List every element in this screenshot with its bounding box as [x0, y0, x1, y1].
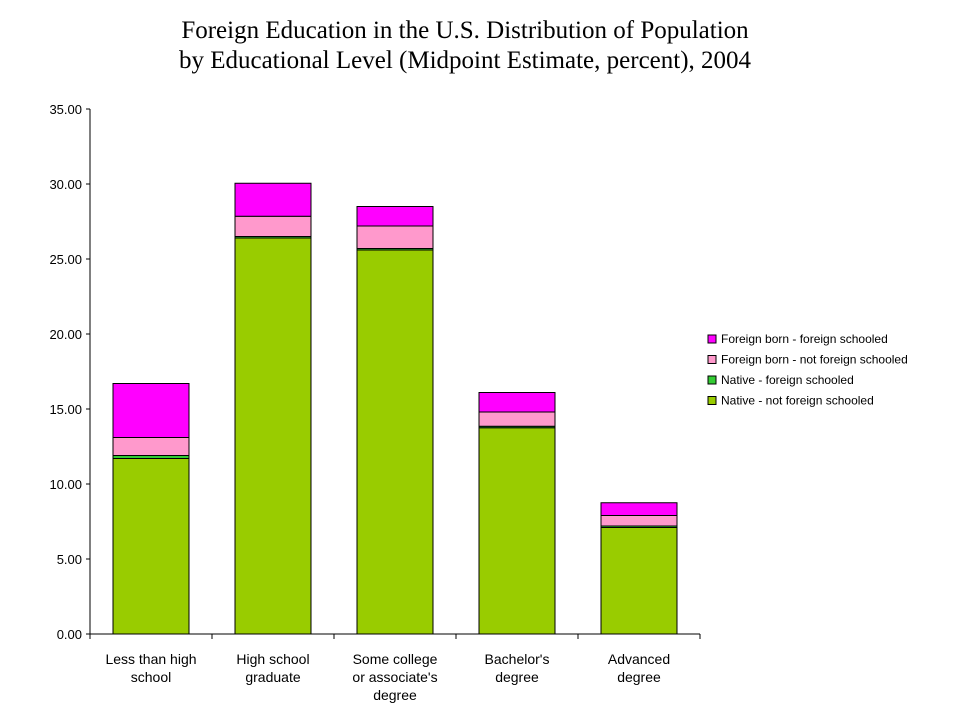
bar-segment	[600, 527, 678, 635]
x-category-label-line: degree	[617, 669, 661, 685]
legend-label: Native - foreign schooled	[721, 373, 854, 387]
bar-segment	[234, 182, 312, 217]
y-tick-label: 10.00	[49, 477, 82, 492]
bar-segment	[234, 215, 312, 237]
legend-label: Foreign born - foreign schooled	[721, 332, 888, 346]
bar-segment	[600, 502, 678, 516]
chart-title-line-2: by Educational Level (Midpoint Estimate,…	[178, 47, 752, 74]
y-tick-label: 30.00	[49, 177, 82, 192]
x-category-label-line: school	[131, 669, 171, 685]
x-category-label-line: Some college	[353, 651, 438, 667]
bar-segment	[234, 237, 312, 635]
x-category-label-line: Advanced	[608, 651, 670, 667]
y-tick-label: 15.00	[49, 402, 82, 417]
legend-swatch	[707, 375, 717, 385]
x-category-label-line: degree	[495, 669, 539, 685]
bar-segment	[478, 392, 556, 413]
legend-swatch	[707, 396, 717, 405]
x-category-label: Bachelor's degree	[485, 651, 550, 685]
x-category-label-line: degree	[373, 687, 417, 703]
x-category-label-line: graduate	[245, 669, 300, 685]
x-category-label-line: or associate's	[352, 669, 437, 685]
bar-segment	[112, 458, 190, 635]
chart-title: Foreign Education in the U.S. Distributi…	[0, 16, 930, 76]
x-category-label: Less than high school	[105, 651, 196, 685]
y-tick-label: 35.00	[49, 102, 82, 117]
bar-segment	[356, 206, 434, 227]
y-tick-label: 25.00	[49, 252, 82, 267]
legend-swatch	[707, 334, 717, 344]
bar-segment	[112, 383, 190, 438]
x-category-label: Advanced degree	[608, 651, 670, 685]
bar-segment	[112, 437, 190, 456]
legend-label: Foreign born - not foreign schooled	[721, 353, 908, 367]
chart-title-line-1: Foreign Education in the U.S. Distributi…	[181, 17, 749, 44]
bar-segment	[478, 411, 556, 427]
x-category-label: Some college or associate's degree	[352, 651, 437, 703]
bar-segment	[478, 427, 556, 635]
bar-segment	[600, 515, 678, 527]
legend-swatch	[707, 355, 717, 364]
y-tick-label: 5.00	[57, 552, 82, 567]
x-category-label-line: Less than high	[105, 651, 196, 667]
y-tick-label: 20.00	[49, 327, 82, 342]
bar-segment	[356, 249, 434, 635]
legend-label: Native - not foreign schooled	[721, 394, 874, 408]
x-category-label-line: High school	[236, 651, 309, 667]
y-tick-label: 0.00	[57, 627, 82, 642]
x-category-label-line: Bachelor's	[485, 651, 550, 667]
x-category-label: High school graduate	[236, 651, 309, 685]
bar-segment	[356, 225, 434, 249]
